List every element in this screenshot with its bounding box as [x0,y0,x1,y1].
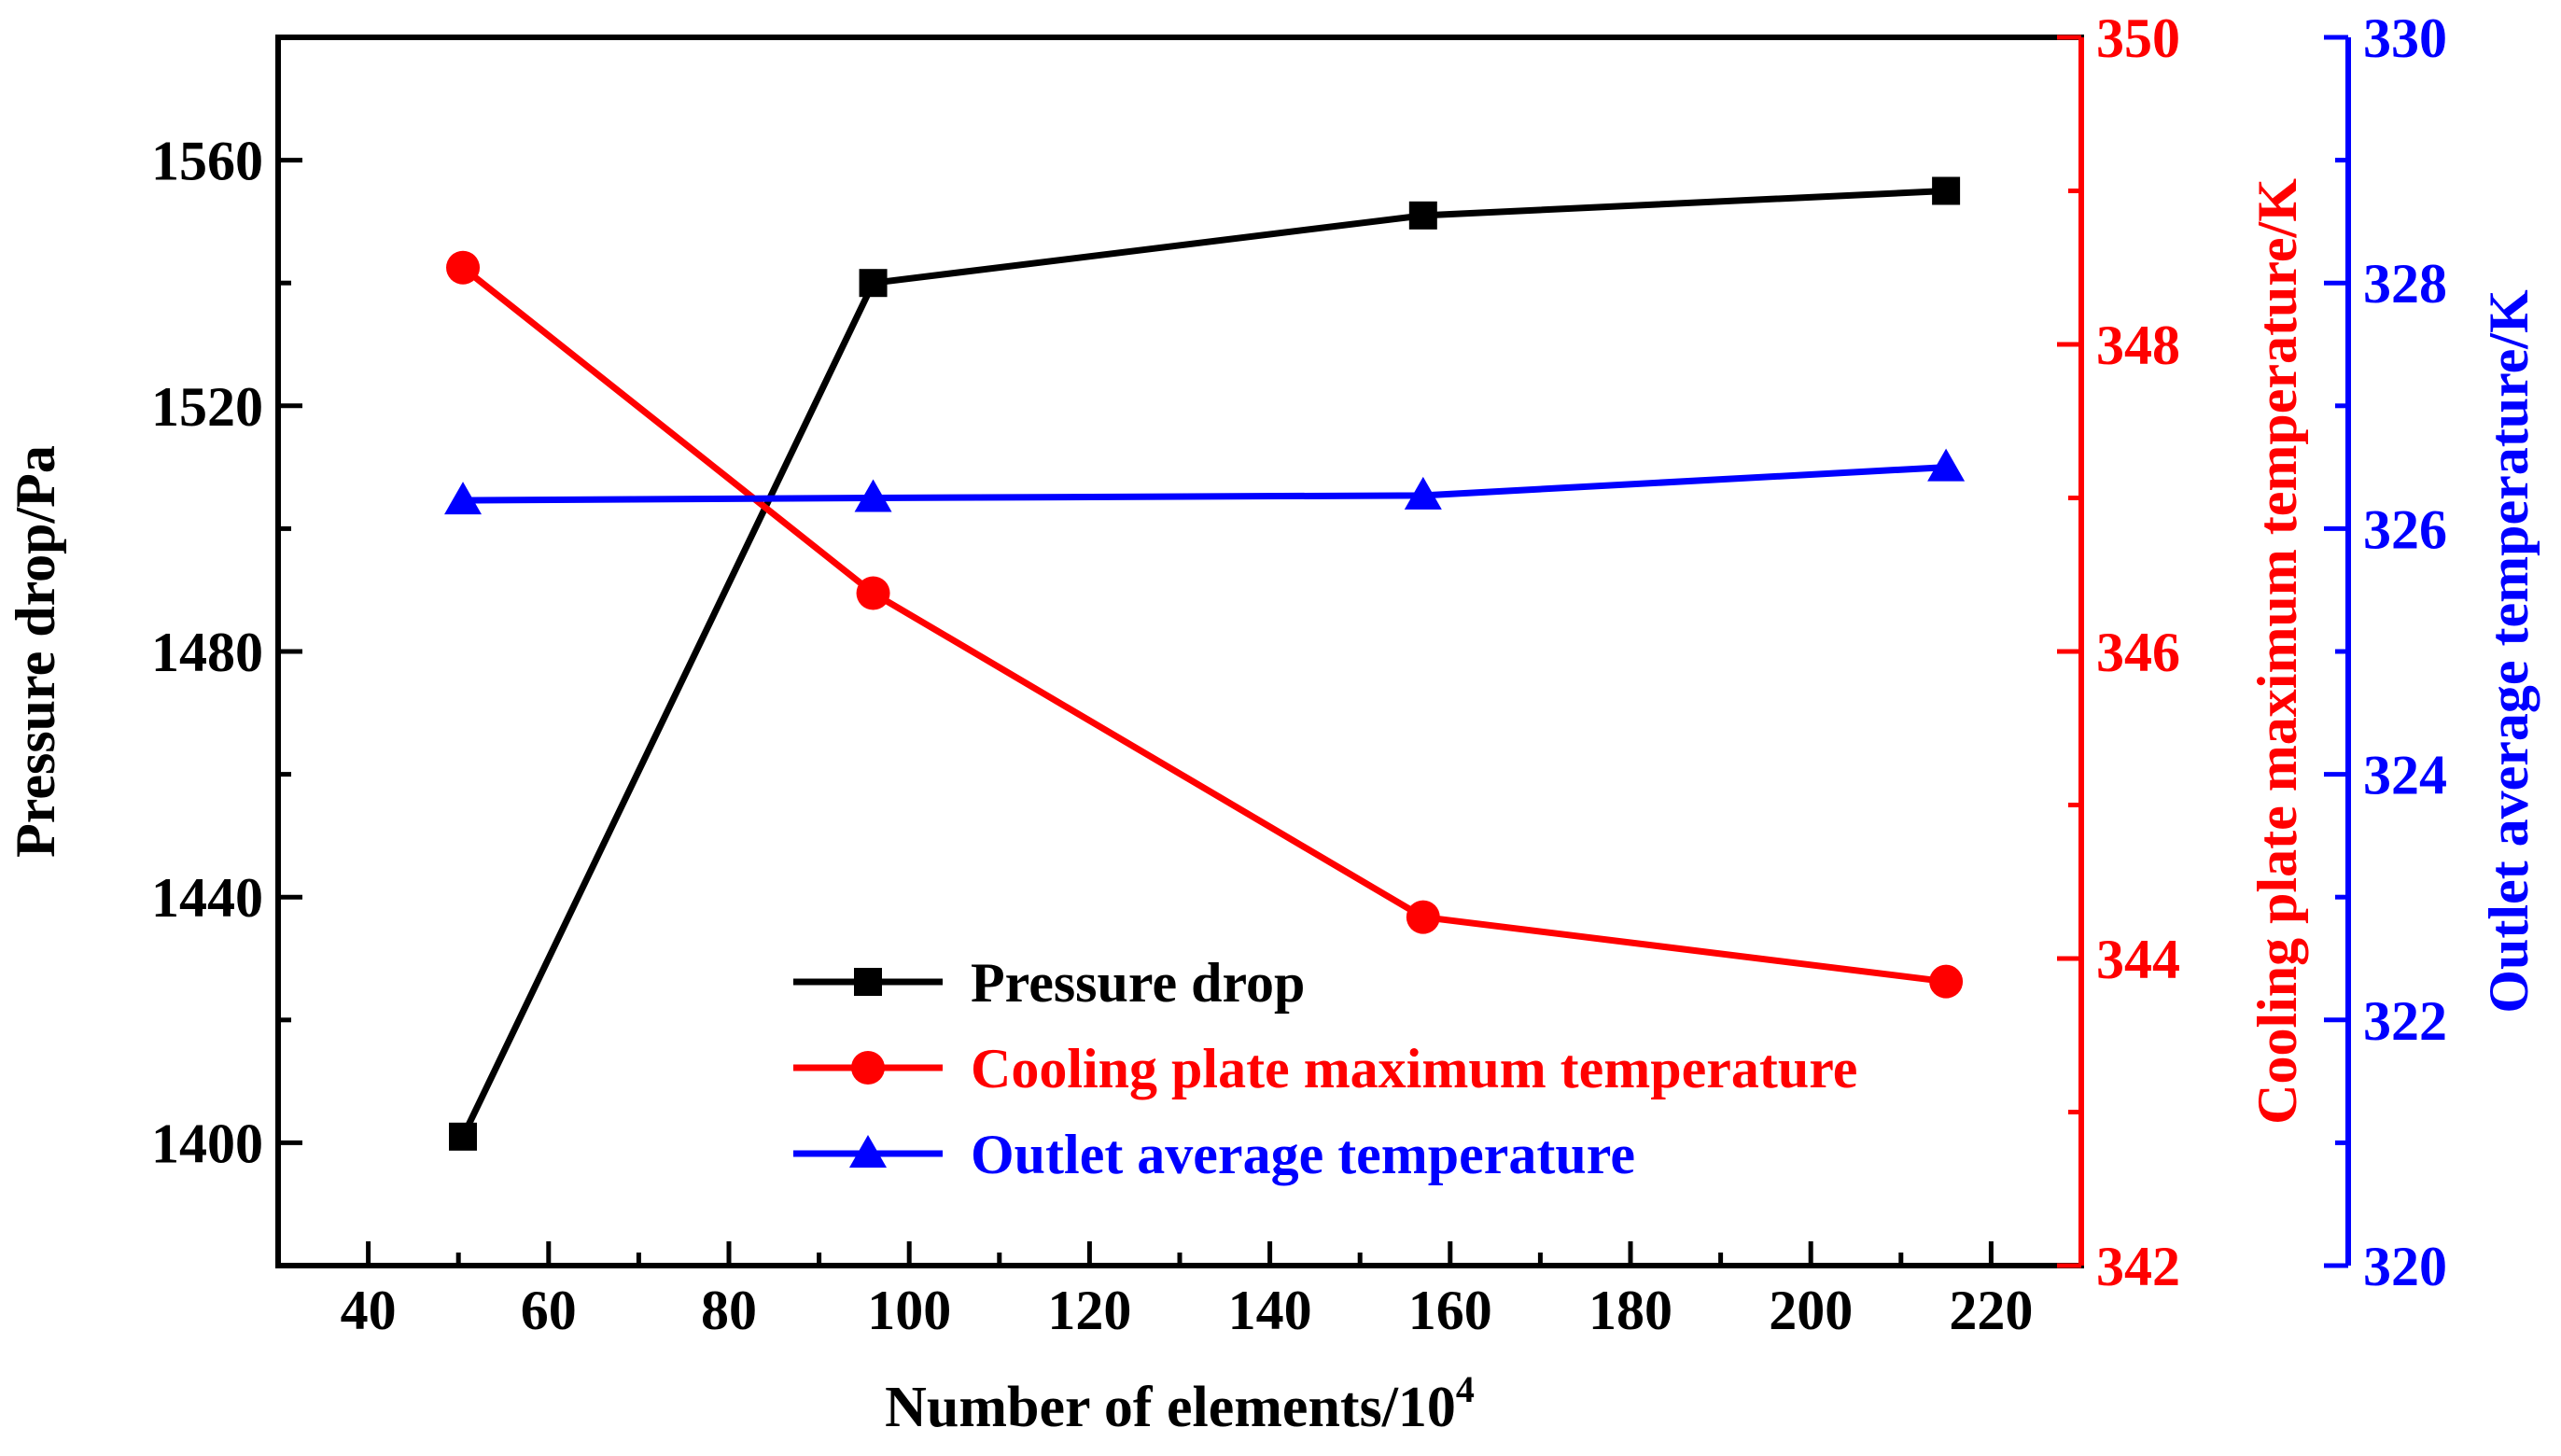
circle-series-point [856,576,890,610]
legend: Pressure drop Cooling plate maximum tempe… [793,952,1857,1185]
square-series-point [449,1122,478,1151]
legend-marker [849,1135,887,1168]
x-tick-label: 140 [1228,1280,1312,1341]
square-series-point [859,269,888,298]
x-tick-label: 100 [867,1280,951,1341]
x-tick-label: 40 [341,1280,397,1341]
right2-axis-tick-label: 320 [2363,1236,2447,1297]
triangle-series-point [854,479,892,512]
x-tick-label: 60 [521,1280,577,1341]
triangle-series-line [463,464,1947,504]
triangle-series-point [1927,448,1966,482]
legend-label: Outlet average temperature [971,1124,1635,1185]
circle-series-point [446,250,481,285]
right1-axis-tick-label: 350 [2096,7,2180,69]
legend-label: Cooling plate maximum temperature [971,1038,1857,1099]
left-axis-tick-label: 1400 [151,1113,263,1174]
right2-axis-tick-label: 324 [2363,745,2447,806]
x-tick-label: 220 [1949,1280,2033,1341]
x-tick-label: 200 [1769,1280,1853,1341]
x-tick-label: 80 [701,1280,757,1341]
left-axis-title: Pressure drop/Pa [5,445,66,858]
right2-axis-tick-label: 328 [2363,253,2447,315]
x-axis-label: Number of elements/104 [885,1368,1475,1439]
triangle-series-point [444,482,483,515]
left-axis-tick-label: 1520 [151,376,263,438]
left-axis-tick-label: 1560 [151,131,263,192]
right2-axis-title: Outlet average temperature/K [2478,289,2540,1014]
legend-marker [851,1051,885,1085]
left-axis-tick-label: 1480 [151,622,263,683]
x-axis-label-superscript: 4 [1456,1368,1475,1410]
triangle-series-point [1404,476,1442,510]
x-tick-label: 180 [1588,1280,1672,1341]
circle-series-line [460,265,1947,986]
left-axis-tick-label: 1440 [151,867,263,929]
legend-label: Pressure drop [971,952,1305,1014]
right1-axis-tick-label: 348 [2096,315,2180,376]
right1-axis-title: Cooling plate maximum temperature/K [2246,178,2308,1125]
legend-marker [854,968,882,996]
circle-series-point [1929,964,1964,999]
square-series-point [1932,176,1961,205]
x-tick-label: 160 [1408,1280,1492,1341]
right1-axis-tick-label: 344 [2096,929,2180,990]
axes-layer: 40 60 80 100 120 140 160 180 200 220 1400 1440 1480 1… [5,7,2540,1341]
square-series-line [459,188,1947,1139]
right1-axis-tick-label: 342 [2096,1236,2180,1297]
square-series-point [1408,201,1437,230]
circle-series-point [1406,900,1440,934]
right2-axis-tick-label: 322 [2363,990,2447,1052]
right2-axis-tick-label: 326 [2363,498,2447,560]
x-tick-label: 120 [1047,1280,1131,1341]
right1-axis-tick-label: 346 [2096,622,2180,683]
series-layer [444,176,1966,1151]
right2-axis-tick-label: 330 [2363,7,2447,69]
